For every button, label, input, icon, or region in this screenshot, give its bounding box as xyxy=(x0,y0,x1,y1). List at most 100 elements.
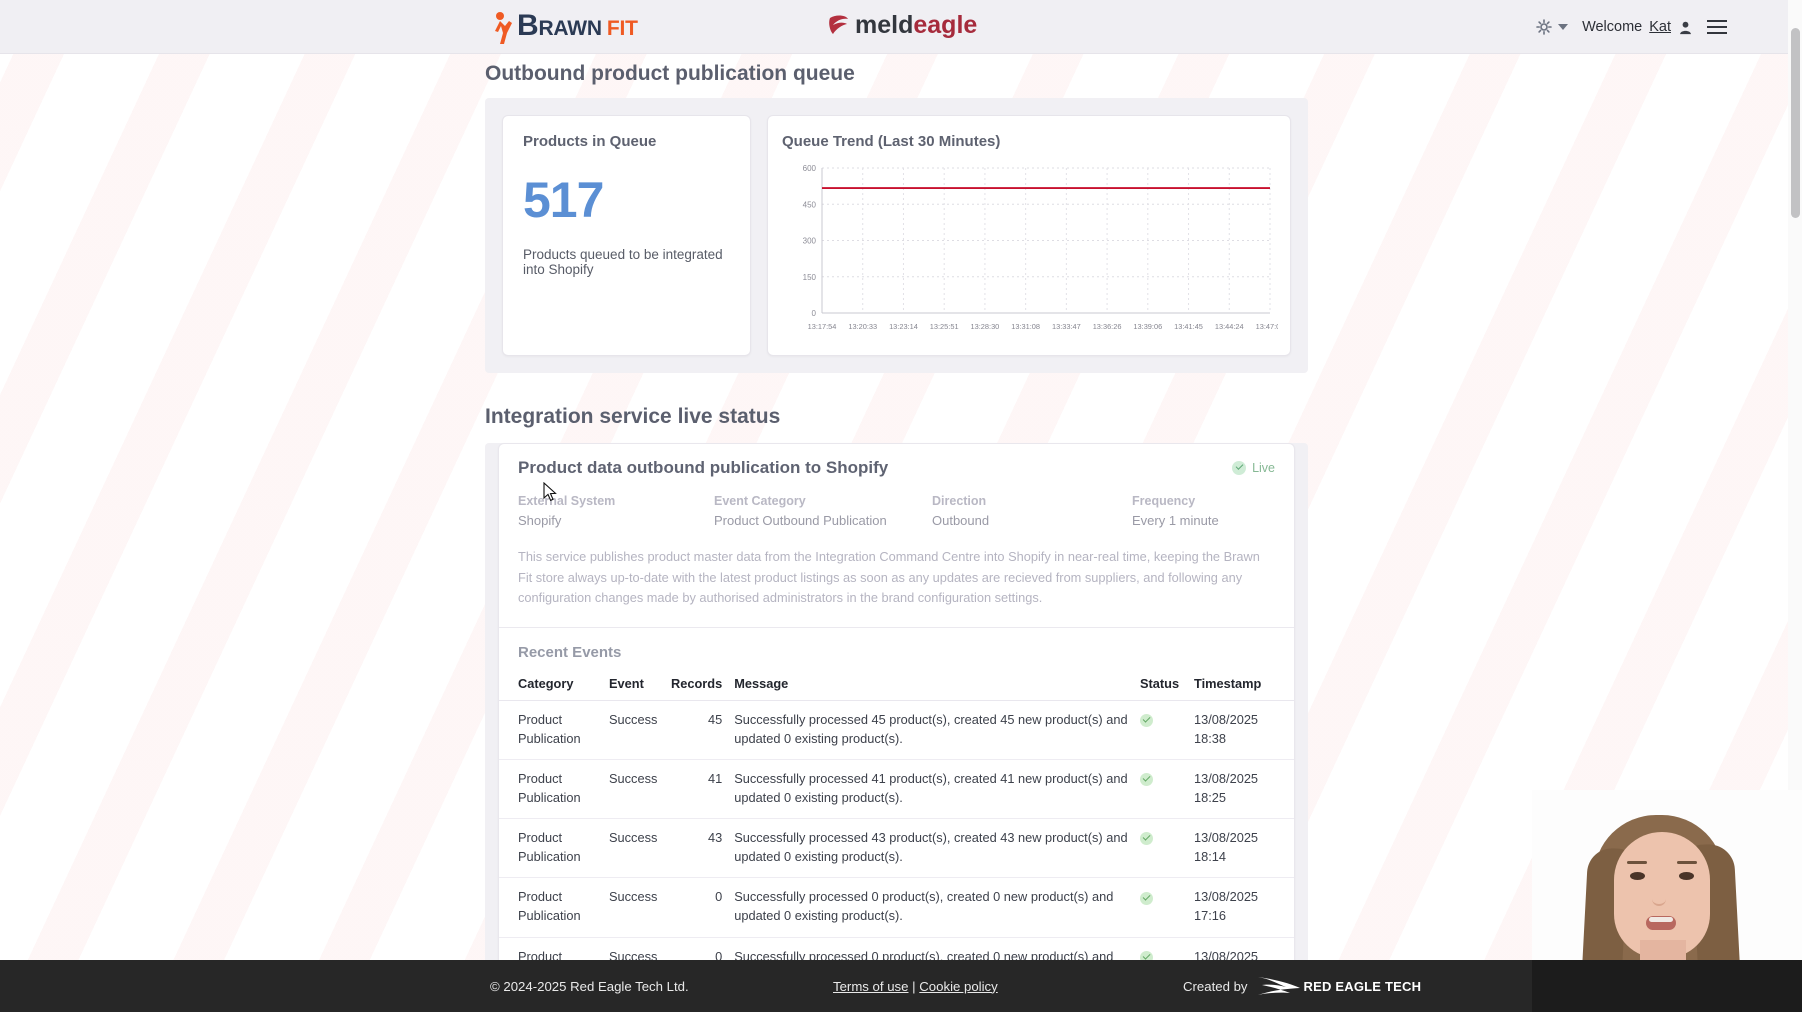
products-in-queue-heading: Products in Queue xyxy=(523,133,657,150)
status-badge: Live xyxy=(1232,461,1275,475)
eagle-icon xyxy=(1257,977,1300,995)
x-tick-label: 13:47:03 xyxy=(1256,322,1278,331)
cell-timestamp: 13/08/2025 18:14 xyxy=(1188,818,1294,879)
cell-records: 0 xyxy=(665,877,729,938)
cell-category: Product Publication xyxy=(499,818,603,879)
webcam-desk xyxy=(1532,960,1802,1012)
app-header: BRAWN FIT meldeagle xyxy=(0,0,1802,54)
cell-message: Successfully processed 41 product(s), cr… xyxy=(728,759,1134,820)
welcome-label: Welcome xyxy=(1582,19,1643,35)
service-meta-grid: External System Event Category Direction… xyxy=(499,482,1294,534)
cell-event: Success xyxy=(603,818,665,879)
user-icon xyxy=(1680,21,1691,34)
x-tick-label: 13:23:14 xyxy=(889,322,918,331)
meta-key-direction: Direction xyxy=(932,494,987,508)
meta-value-frequency: Every 1 minute xyxy=(1132,513,1219,528)
brawn-accent: FIT xyxy=(606,17,638,40)
queue-section-title: Outbound product publication queue xyxy=(485,62,855,85)
meldeagle-swirl-icon xyxy=(829,15,848,34)
meta-key-event-category: Event Category xyxy=(714,494,806,508)
service-card-product-publication: Product data outbound publication to Sho… xyxy=(498,443,1295,997)
meldeagle-wordmark: meldeagle xyxy=(855,10,977,40)
brawn-initial: B xyxy=(517,9,539,42)
x-tick-label: 13:20:33 xyxy=(848,322,877,331)
meta-key-external-system: External System xyxy=(518,494,616,508)
terms-of-use-link[interactable]: Terms of use xyxy=(833,978,909,994)
recent-events-table: Category Event Records Message Status Ti… xyxy=(499,671,1294,995)
webcam-person-brow xyxy=(1677,861,1697,864)
user-name[interactable]: Kat xyxy=(1649,19,1671,35)
y-tick-label: 150 xyxy=(803,273,817,282)
success-check-icon xyxy=(1140,714,1153,728)
x-tick-label: 13:28:30 xyxy=(971,322,1000,331)
queue-trend-chart: 0 150 300 450 600 13:17:54 13:20:33 13:23:14 13:… xyxy=(782,158,1278,348)
red-eagle-tech-logo[interactable]: RED EAGLE TECH xyxy=(1256,974,1422,998)
webcam-person-nose xyxy=(1652,890,1666,906)
app-footer: © 2024-2025 Red Eagle Tech Ltd. Terms of… xyxy=(0,960,1802,1012)
meldeagle-logo[interactable]: meldeagle xyxy=(826,10,977,40)
col-header-message[interactable]: Message xyxy=(728,671,1134,702)
table-row[interactable]: Product Publication Success 41 Successfully… xyxy=(499,759,1294,820)
cell-message: Successfully processed 0 product(s), cre… xyxy=(728,877,1134,938)
meta-value-event-category: Product Outbound Publication xyxy=(714,513,887,528)
scrollbar-thumb[interactable] xyxy=(1791,28,1800,218)
cookie-policy-link[interactable]: Cookie policy xyxy=(919,978,998,994)
y-tick-label: 300 xyxy=(803,237,817,246)
col-header-records[interactable]: Records xyxy=(665,671,729,702)
footer-copyright: © 2024-2025 Red Eagle Tech Ltd. xyxy=(490,978,689,994)
cell-category: Product Publication xyxy=(499,700,603,761)
y-tick-label: 0 xyxy=(812,309,817,318)
success-check-icon xyxy=(1140,773,1153,787)
webcam-person-eye xyxy=(1679,872,1694,880)
user-welcome[interactable]: Welcome Kat xyxy=(1582,19,1693,35)
col-header-event[interactable]: Event xyxy=(603,671,665,702)
brawn-figure-icon xyxy=(493,11,515,45)
cell-event: Success xyxy=(603,877,665,938)
col-header-status[interactable]: Status xyxy=(1134,671,1188,702)
cell-records: 43 xyxy=(665,818,729,879)
cell-records: 0 xyxy=(715,948,723,964)
meld-second: eagle xyxy=(913,11,978,39)
recent-events-head: Category Event Records Message Status Ti… xyxy=(499,671,1294,702)
recent-events-body: Product Publication Success 45 Successfully… xyxy=(499,700,1294,996)
settings-menu-button[interactable] xyxy=(1536,19,1569,35)
status-panel: Product data outbound publication to Sho… xyxy=(485,443,1308,1012)
webcam-person-teeth xyxy=(1649,917,1673,922)
cell-timestamp: 13/08/2025 18:25 xyxy=(1188,759,1294,820)
col-header-category[interactable]: Category xyxy=(499,671,603,702)
cell-event: Success xyxy=(603,759,665,820)
x-tick-label: 13:17:54 xyxy=(808,322,837,331)
footer-vendor: Created by RED EAGLE TECH xyxy=(1183,974,1421,998)
brawn-rest: RAWN xyxy=(538,17,602,40)
table-row[interactable]: Product Publication Success 43 Successfully… xyxy=(499,818,1294,879)
meta-value-direction: Outbound xyxy=(932,513,990,528)
cell-status xyxy=(1134,700,1188,761)
brawn-fit-logo[interactable]: BRAWN FIT xyxy=(493,9,638,46)
gear-icon xyxy=(1536,19,1552,35)
y-tick-label: 450 xyxy=(803,200,817,209)
burger-line xyxy=(1707,32,1727,34)
cell-timestamp: 13/08/2025 18:38 xyxy=(1188,700,1294,761)
service-description: This service publishes product master da… xyxy=(518,549,1260,606)
x-tick-label: 13:25:51 xyxy=(930,322,959,331)
col-header-timestamp[interactable]: Timestamp xyxy=(1188,671,1294,702)
x-tick-label: 13:36:26 xyxy=(1093,322,1122,331)
status-section-title: Integration service live status xyxy=(485,405,781,428)
divider xyxy=(499,627,1294,629)
service-title: Product data outbound publication to Sho… xyxy=(518,458,889,477)
x-tick-label: 13:41:45 xyxy=(1174,322,1203,331)
burger-line xyxy=(1707,26,1727,28)
success-check-icon xyxy=(1140,891,1153,905)
check-circle-icon xyxy=(1232,461,1247,475)
footer-link-separator: | xyxy=(912,978,916,994)
products-in-queue-value: 517 xyxy=(523,172,604,228)
cell-event: Success xyxy=(603,700,665,761)
hamburger-menu-icon[interactable] xyxy=(1707,20,1727,34)
mouse-cursor xyxy=(543,482,557,502)
page-scrollbar[interactable] xyxy=(1788,0,1802,1012)
success-check-icon xyxy=(1140,832,1153,846)
table-row[interactable]: Product Publication Success 45 Successfully… xyxy=(499,700,1294,761)
created-by-label: Created by xyxy=(1183,978,1248,994)
cell-status xyxy=(1134,759,1188,820)
